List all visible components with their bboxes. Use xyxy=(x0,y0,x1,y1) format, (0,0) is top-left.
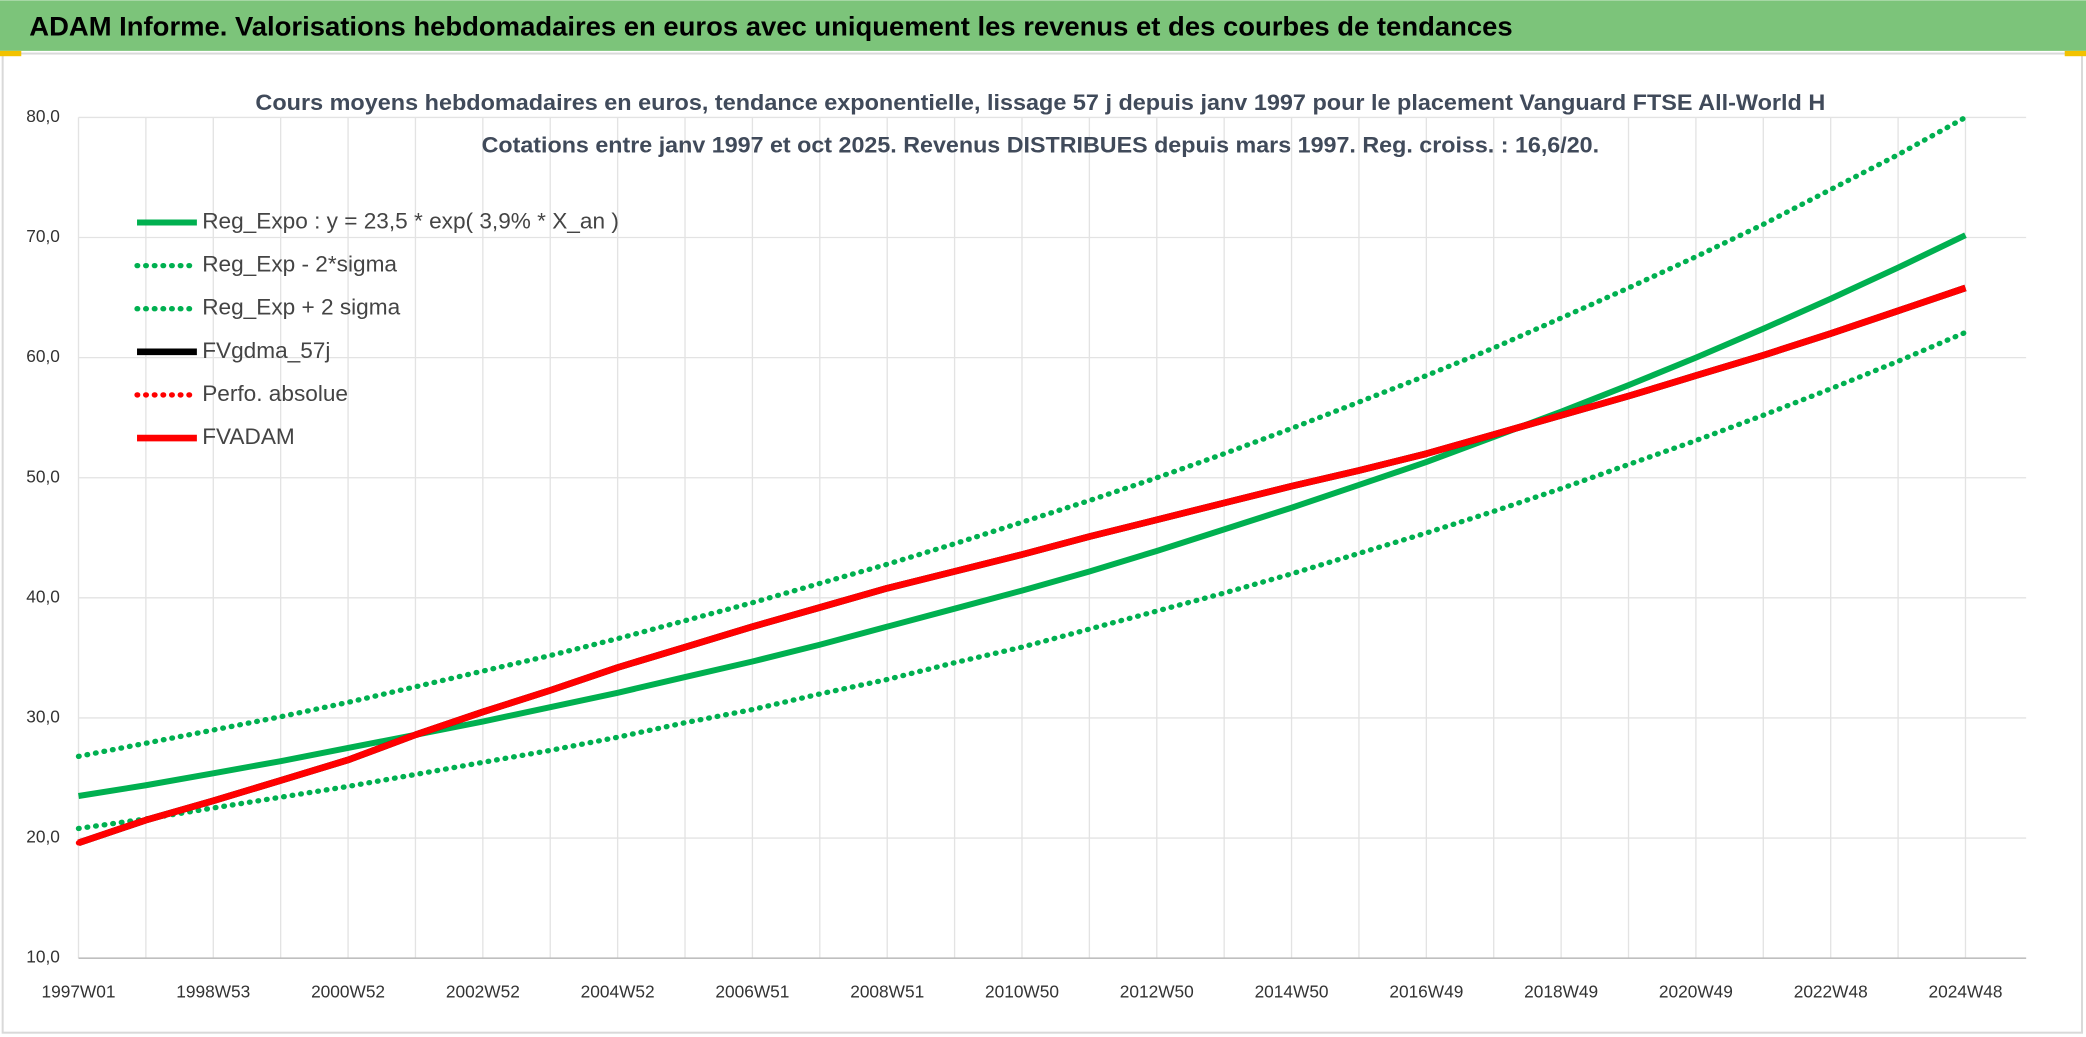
legend-label: FVgdma_57j xyxy=(202,338,330,363)
y-tick-label: 20,0 xyxy=(26,827,60,847)
legend-label: FVADAM xyxy=(202,424,295,449)
x-tick-label: 2022W48 xyxy=(1794,981,1868,1001)
legend-label: Reg_Expo : y = 23,5 * exp( 3,9% * X_an ) xyxy=(202,208,619,233)
x-tick-label: 1998W53 xyxy=(176,981,250,1001)
x-tick-label: 2014W50 xyxy=(1255,981,1329,1001)
y-tick-label: 40,0 xyxy=(26,586,60,606)
legend-label: Perfo. absolue xyxy=(202,381,348,406)
legend-label: Reg_Exp - 2*sigma xyxy=(202,252,397,277)
y-tick-label: 80,0 xyxy=(26,106,60,126)
chart-frame xyxy=(1,52,2084,1034)
x-tick-label: 2010W50 xyxy=(985,981,1059,1001)
corner-mark xyxy=(2064,50,2086,57)
x-tick-label: 2016W49 xyxy=(1389,981,1463,1001)
x-tick-label: 2012W50 xyxy=(1120,981,1194,1001)
chart-title: Cours moyens hebdomadaires en euros, ten… xyxy=(255,90,1825,115)
header-title: ADAM Informe. Valorisations hebdomadaire… xyxy=(29,11,1512,41)
chart-subtitle: Cotations entre janv 1997 et oct 2025. R… xyxy=(482,133,1600,158)
series-line xyxy=(77,284,1967,846)
x-tick-label: 2024W48 xyxy=(1928,981,2002,1001)
y-tick-label: 30,0 xyxy=(26,707,60,727)
series-line xyxy=(75,114,1969,760)
x-tick-label: 2006W51 xyxy=(715,981,789,1001)
x-tick-label: 2008W51 xyxy=(850,981,924,1001)
x-tick-label: 2018W49 xyxy=(1524,981,1598,1001)
y-tick-label: 70,0 xyxy=(26,226,60,246)
x-tick-label: 2002W52 xyxy=(446,981,520,1001)
series-line xyxy=(75,329,1969,832)
x-tick-label: 2004W52 xyxy=(581,981,655,1001)
legend-label: Reg_Exp + 2 sigma xyxy=(202,295,400,320)
y-tick-label: 10,0 xyxy=(26,947,60,967)
x-tick-label: 2020W49 xyxy=(1659,981,1733,1001)
series-line xyxy=(78,232,1967,799)
header-bar xyxy=(0,0,2086,51)
corner-mark xyxy=(0,50,22,57)
y-tick-label: 50,0 xyxy=(26,466,60,486)
y-tick-label: 60,0 xyxy=(26,346,60,366)
x-tick-label: 1997W01 xyxy=(41,981,115,1001)
x-tick-label: 2000W52 xyxy=(311,981,385,1001)
